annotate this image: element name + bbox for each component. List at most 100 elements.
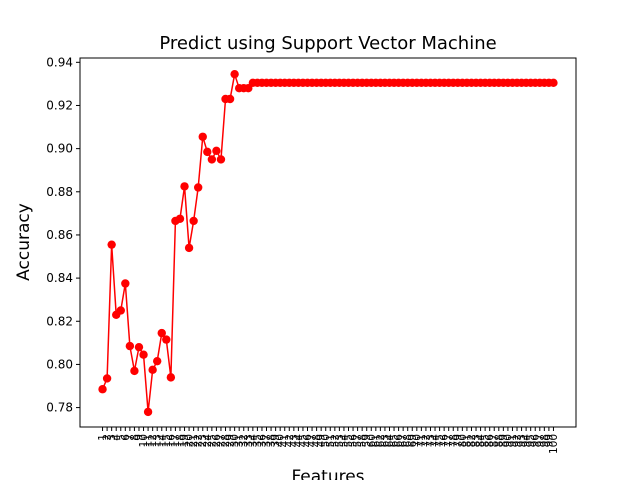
x-tick-label: 81 (461, 434, 473, 447)
x-tick-label: 89 (498, 434, 510, 447)
data-point (189, 216, 198, 226)
data-point (203, 147, 212, 157)
x-tick-label: 48 (311, 434, 323, 447)
y-tick-label: 0.78 (46, 401, 73, 415)
data-point (162, 335, 171, 344)
x-tick-label: 91 (507, 434, 519, 447)
x-tick-label: 49 (316, 434, 328, 447)
y-axis-label: Accuracy (14, 203, 34, 281)
y-tick-label: 0.90 (46, 142, 73, 156)
x-tick-label: 20 (184, 434, 196, 447)
x-tick-label: 10 (138, 434, 150, 447)
x-tick-label: 72 (420, 434, 432, 447)
x-tick-label: 50 (320, 434, 332, 447)
series-group (98, 69, 558, 417)
x-tick-label: 99 (543, 434, 555, 447)
x-tick-label: 38 (266, 434, 278, 447)
x-tick-label: 33 (243, 434, 255, 447)
data-point (102, 374, 112, 383)
data-point (121, 279, 130, 288)
x-tick-label: 16 (165, 434, 177, 448)
y-tick-label: 0.88 (46, 185, 73, 199)
x-tick-label: 77 (443, 434, 455, 447)
x-tick-label: 45 (297, 434, 309, 447)
x-tick-label: 19 (179, 434, 191, 447)
x-tick-label: 26 (211, 434, 223, 448)
x-tick-label: 34 (247, 434, 259, 448)
x-tick-label: 12 (147, 434, 159, 447)
x-tick-label: 98 (539, 434, 551, 447)
x-tick-label: 41 (279, 434, 291, 447)
x-tick-label: 80 (457, 434, 469, 447)
x-tick-label: 2 (102, 434, 114, 441)
data-point (116, 306, 125, 315)
x-tick-label: 44 (293, 434, 305, 448)
x-tick-label: 75 (434, 434, 446, 447)
x-tick-label: 79 (452, 434, 464, 447)
data-point (125, 341, 135, 351)
x-tick-label: 92 (512, 434, 524, 447)
x-tick-label: 6 (120, 434, 132, 441)
y-tick-label: 0.92 (46, 98, 73, 112)
x-tick-label: 24 (202, 434, 214, 448)
x-tick-label: 97 (534, 434, 546, 447)
x-tick-label: 90 (502, 434, 514, 447)
y-tick-label: 0.94 (46, 55, 73, 69)
x-tick-label: 56 (348, 434, 360, 448)
data-point (98, 385, 107, 394)
chart-title: Predict using Support Vector Machine (159, 33, 496, 54)
x-tick-label: 57 (352, 434, 364, 447)
plot-frame (79, 57, 577, 428)
data-point (212, 146, 221, 155)
x-tick-label: 93 (516, 434, 528, 447)
x-tick-label: 17 (170, 434, 182, 447)
x-tick-label: 73 (425, 434, 437, 447)
x-tick-label: 36 (256, 434, 268, 448)
x-tick-label: 35 (252, 434, 264, 447)
x-tick-label: 37 (261, 434, 273, 447)
x-tick-label: 63 (379, 434, 391, 447)
x-tick-label: 70 (411, 434, 423, 447)
data-point (143, 407, 153, 417)
x-tick-label: 76 (439, 434, 451, 448)
x-tick-label: 65 (389, 434, 401, 447)
data-point (175, 214, 185, 223)
x-tick-label: 87 (489, 434, 501, 447)
x-tick-label: 74 (430, 434, 442, 448)
x-tick-label: 30 (229, 434, 241, 447)
data-point (198, 132, 207, 141)
y-tick-label: 0.84 (46, 271, 73, 285)
x-tick-label: 68 (402, 434, 414, 447)
x-tick-label: 55 (343, 434, 355, 447)
y-tick-label: 0.86 (46, 228, 73, 242)
x-tick-label: 100 (548, 434, 560, 454)
x-tick-label: 51 (325, 434, 337, 447)
x-axis: 1234567891011121314151617181920212223242… (97, 427, 560, 454)
x-tick-label: 32 (238, 434, 250, 447)
x-tick-label: 96 (530, 434, 542, 448)
data-point (153, 356, 162, 366)
x-tick-label: 25 (206, 434, 218, 447)
series-line (101, 73, 554, 412)
x-tick-label: 94 (521, 434, 533, 448)
x-tick-label: 88 (493, 434, 505, 447)
x-tick-label: 39 (270, 434, 282, 447)
data-point (225, 94, 235, 104)
x-tick-label: 53 (334, 434, 346, 447)
x-tick-label: 1 (97, 434, 109, 441)
x-tick-label: 18 (174, 434, 186, 447)
y-tick-label: 0.82 (46, 314, 73, 328)
x-tick-label: 22 (193, 434, 205, 447)
x-tick-label: 23 (197, 434, 209, 447)
x-tick-label: 40 (275, 434, 287, 447)
data-point (130, 366, 139, 376)
y-tick-label: 0.80 (46, 357, 73, 371)
x-tick-label: 52 (329, 434, 341, 447)
x-tick-label: 4 (111, 434, 123, 441)
x-tick-label: 3 (106, 434, 118, 441)
x-tick-label: 31 (234, 434, 246, 447)
data-point (157, 328, 166, 338)
data-point (207, 155, 217, 164)
x-tick-label: 14 (156, 434, 168, 448)
